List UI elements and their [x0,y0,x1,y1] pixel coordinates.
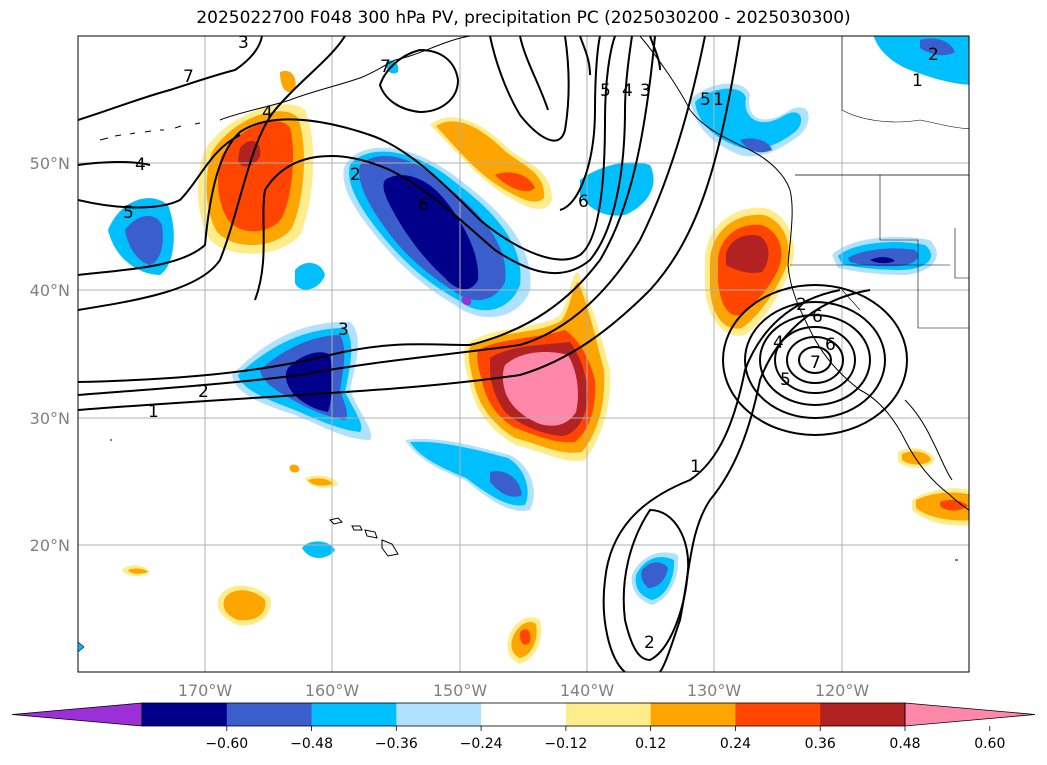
contour-label: 1 [148,402,159,422]
contour-label: 7 [810,353,821,373]
contour-label: 7 [380,57,391,77]
contour-label: 2 [796,295,807,315]
precip-tiny-orange-1 [289,464,300,473]
map-plot-area: 1 2 3 4 5 6 7 2 3 4 5 6 7 1 2 1 2 3 4 5 … [78,33,969,672]
contour-label: 6 [578,192,589,212]
precip-positive-blob-central [464,272,611,462]
lon-label-160w: 160°W [305,681,360,700]
colorbar-segment [142,703,228,726]
colorbar-segment [565,703,652,726]
pv-contours [78,36,908,672]
lat-label-40n: 40°N [30,281,70,300]
lon-label-170w: 170°W [178,681,233,700]
colorbar-segment [311,703,397,726]
contour-label: 2 [350,165,361,185]
colorbar-segment [650,703,736,726]
lat-label-30n: 30°N [30,409,70,428]
colorbar-tick-label: 0.36 [805,736,836,752]
contour-label: 1 [713,90,724,110]
colorbar-tick-label: −0.60 [205,736,248,752]
contour-label: 2 [644,633,655,653]
colorbar-tick-label: 0.12 [635,736,666,752]
contour-label: 5 [600,81,611,101]
contour-label: 7 [183,67,194,87]
contour-label: 5 [123,203,134,223]
colorbar-extend-max [904,702,1036,727]
colorbar-extend-min [11,702,143,727]
contour-label: 4 [773,333,784,353]
contour-label: 4 [622,81,633,101]
colorbar-segment [481,703,567,726]
colorbar-tick-label: −0.36 [375,736,418,752]
colorbar-outline [141,702,906,727]
map-frame [77,35,970,673]
contour-label: 6 [418,195,429,215]
edge-marker [77,641,85,653]
colorbar-tick-label: −0.12 [544,736,587,752]
precip-positive-blob-mexico [898,448,969,526]
pv-contour-labels: 1 2 3 4 5 6 7 2 3 4 5 6 7 1 2 1 2 3 4 5 … [123,33,939,653]
precip-negative-blob-west [108,198,174,275]
coastlines [99,36,969,561]
colorbar-tick-label: −0.24 [460,736,503,752]
colorbar-segment [735,703,821,726]
precip-positive-blob-sw-small [217,585,271,626]
precip-positive-blob-nw [198,104,314,254]
lon-label-120w: 120°W [815,681,870,700]
colorbar-segment [820,703,906,726]
colorbar-tick-label: −0.48 [290,736,333,752]
contour-label: 3 [338,320,349,340]
precip-negative-blob-ne-corner [873,36,969,85]
lat-label-20n: 20°N [30,536,70,555]
precip-small-blue-2 [302,541,335,558]
colorbar-tick-label: 0.60 [974,736,1005,752]
lon-label-150w: 150°W [433,681,488,700]
colorbar-segment [396,703,482,726]
precip-positive-blob-west-coast [705,207,794,336]
contour-label: 6 [825,335,836,355]
precip-small-blue-1 [295,262,325,290]
colorbar-segment [226,703,313,726]
contour-label: 5 [700,90,711,110]
precip-positive-blob-south [507,617,542,664]
lon-label-140w: 140°W [560,681,615,700]
contour-label: 2 [928,45,939,65]
precip-blob-140w-50n [580,162,654,216]
lon-label-130w: 130°W [687,681,742,700]
contour-label: 4 [262,103,273,123]
colorbar: −0.60 −0.48 −0.36 −0.24 −0.12 0.12 0.24 0.36 0.4… [11,702,1036,752]
precip-negative-blob-south [631,552,679,605]
lon-labels: 170°W 160°W 150°W 140°W 130°W 120°W [178,681,870,700]
contour-label: 1 [912,71,923,91]
contour-label: 3 [238,33,249,53]
contour-label: 3 [640,81,651,101]
precip-small-orange [280,70,296,93]
colorbar-tick-label: 0.24 [720,736,751,752]
contour-label: 5 [780,370,791,390]
contour-label: 4 [135,155,146,175]
lat-label-50n: 50°N [30,154,70,173]
colorbar-tick-label: 0.48 [889,736,920,752]
precip-negative-blob-tropical [405,438,534,511]
lat-labels: 20°N 30°N 40°N 50°N [30,154,70,555]
contour-label: 1 [690,457,701,477]
precip-negative-streak-central [343,147,531,317]
precip-negative-blob-inland [832,236,937,275]
contour-label: 2 [198,382,209,402]
contour-label: 6 [812,307,823,327]
map-title: 2025022700 F048 300 hPa PV, precipitatio… [196,8,851,28]
